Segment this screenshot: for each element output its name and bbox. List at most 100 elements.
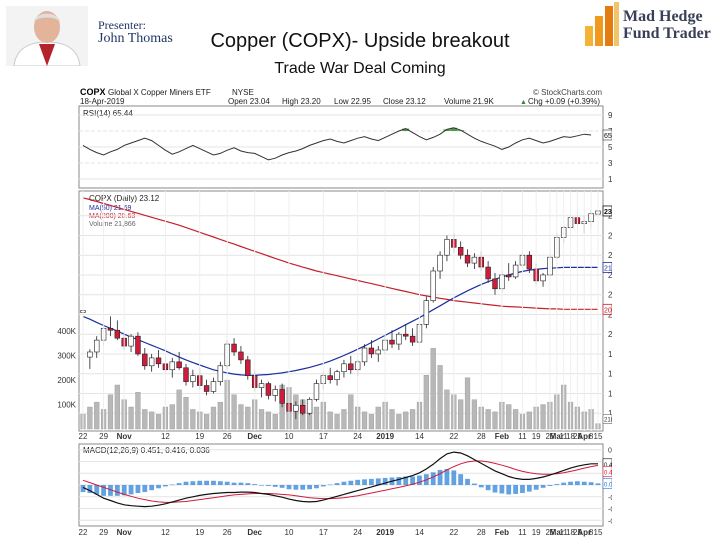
x-tick-label: 11 [560, 432, 569, 441]
macd-histogram-bar [348, 480, 354, 485]
candle [176, 361, 182, 369]
stock-chart-svg: COPX Global X Copper Miners ETF NYSE © S… [52, 84, 612, 538]
candle [245, 359, 251, 376]
candle [389, 339, 395, 345]
macd-current-label: 0.035 [604, 482, 612, 488]
macd-tick-label: -0.25 [608, 495, 612, 502]
x-tick-label: 26 [223, 432, 232, 441]
price-current-label: 20.63 [604, 307, 612, 314]
candle [87, 351, 93, 358]
volume-bar [409, 409, 416, 430]
macd-current-badge [602, 478, 612, 489]
rsi-current-badge [602, 129, 612, 141]
x-tick-label-macd: 28 [477, 528, 486, 537]
macd-histogram-bar [444, 469, 450, 485]
candle [265, 383, 272, 396]
macd-histogram-bar [540, 485, 546, 488]
brand-logo: Mad Hedge Fund Trader [583, 2, 720, 48]
candle [512, 264, 519, 278]
macd-histogram-bar [561, 482, 567, 485]
x-tick-label: 18 [566, 432, 575, 441]
x-tick-label: Apr [577, 432, 591, 441]
volume-bar [540, 404, 546, 430]
macd-histogram-bar [526, 485, 532, 492]
volume-bar [128, 406, 134, 430]
macd-histogram-bar [499, 485, 505, 494]
candle [457, 247, 464, 256]
macd-histogram-bar [197, 480, 203, 485]
x-tick-label-macd: 10 [285, 528, 294, 537]
rsi-current-label: 65.44 [604, 133, 612, 140]
volume-tick-label: 100K [57, 401, 76, 410]
volume-bar [341, 409, 347, 430]
macd-histogram-bar [293, 485, 299, 490]
macd-histogram-bar [80, 485, 86, 493]
volume-bar [313, 406, 320, 430]
x-tick-label: Nov [117, 432, 133, 441]
macd-histogram-bar [327, 484, 333, 486]
volume-current-badge [602, 414, 612, 424]
macd-histogram-bar [300, 485, 306, 490]
price-legend-4: Volume 21,866 [89, 221, 136, 228]
x-tick-label: 29 [99, 432, 108, 441]
macd-histogram-bar [87, 485, 93, 493]
candle [238, 351, 244, 361]
price-tick-label: 22.5 [608, 231, 612, 240]
volume-bar [375, 406, 381, 430]
x-tick-label: 19 [532, 432, 541, 441]
macd-histogram-bar [101, 485, 107, 496]
brand-line-2: Fund Trader [623, 25, 711, 42]
header-open: Open 23.04 [228, 97, 270, 106]
candle [492, 278, 498, 290]
volume-bar [334, 414, 340, 430]
macd-histogram-bar [108, 485, 113, 496]
candle [430, 270, 436, 301]
macd-histogram-bar [533, 485, 539, 490]
rsi-tick-label: 30 [608, 159, 612, 168]
x-tick-label: 14 [415, 432, 424, 441]
rsi-overbought-area [450, 127, 458, 131]
x-tick-label-macd: 24 [353, 528, 362, 537]
presenter-caption: Presenter: John Thomas [98, 18, 173, 46]
candle [128, 335, 134, 347]
header-high: High 23.20 [282, 97, 321, 106]
candle [183, 367, 189, 382]
rsi-line [82, 127, 592, 161]
macd-histogram-bar [410, 476, 416, 485]
candle [114, 329, 121, 339]
price-legend-3: MA(200) 20.63 [89, 213, 135, 220]
x-tick-label-macd: 18 [566, 528, 575, 537]
x-tick-label-macd: 8 [589, 528, 594, 537]
x-tick-label: 10 [285, 432, 294, 441]
macd-histogram-bar [286, 485, 292, 490]
x-tick-label-macd: 19 [195, 528, 204, 537]
x-tick-label-macd: 14 [415, 528, 424, 537]
price-current-badge [602, 262, 612, 273]
macd-histogram-bar [471, 483, 477, 485]
price-current-label: 23.12 [604, 209, 612, 216]
header-symbol: COPX [80, 87, 106, 97]
volume-bar [444, 389, 450, 430]
macd-histogram-bar [581, 481, 587, 485]
macd-histogram-bar [217, 481, 223, 485]
macd-histogram-bar [162, 485, 168, 487]
header-change-arrow: ▲ [520, 99, 527, 106]
volume-tick-label: 300K [57, 352, 76, 361]
x-tick-label: Mar [550, 432, 564, 441]
volume-bar [526, 411, 532, 430]
volume-bar [512, 409, 519, 430]
presenter-label: Presenter: [98, 18, 146, 32]
price-current-label: 21.69 [604, 265, 612, 272]
x-tick-label-macd: 25 [573, 528, 582, 537]
rsi-overbought-area [443, 129, 451, 131]
candle [231, 343, 237, 353]
brand-line-1: Mad Hedge [623, 8, 703, 25]
price-tick-label: 19.0 [608, 370, 612, 379]
candle [300, 404, 306, 414]
macd-histogram-bar [403, 476, 409, 485]
price-current-badge [602, 205, 612, 217]
price-tick-label: 18.5 [608, 389, 612, 398]
candle [396, 333, 402, 345]
x-tick-label-macd: 29 [99, 528, 108, 537]
x-tick-label: 25 [573, 432, 582, 441]
